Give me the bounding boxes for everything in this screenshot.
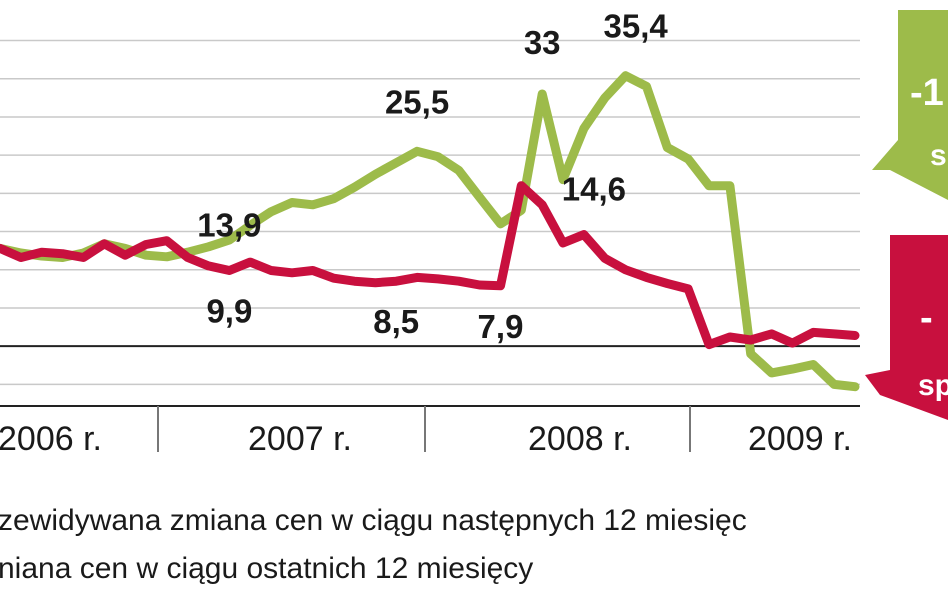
legend: zewidywana zmiana cen w ciągu następnych… bbox=[0, 504, 747, 585]
data-label: 25,5 bbox=[385, 83, 449, 120]
legend-red-label: niana cen w ciągu ostatnich 12 miesięcy bbox=[0, 552, 533, 585]
series-line-past bbox=[0, 181, 860, 350]
data-label: 35,4 bbox=[603, 8, 668, 45]
data-label: 33 bbox=[524, 24, 561, 61]
x-tick-label: 2008 r. bbox=[528, 420, 632, 458]
badge-expected bbox=[872, 10, 948, 200]
data-labels: 13,9 9,9 8,5 25,5 7,9 33 14,6 35,4 bbox=[197, 8, 668, 345]
series-layer bbox=[0, 71, 860, 392]
series-line-expected bbox=[0, 71, 860, 392]
x-tick-labels: 2006 r. 2007 r. 2008 r. 2009 r. bbox=[0, 420, 852, 458]
x-tick-label: 2007 r. bbox=[248, 420, 352, 458]
data-label: 9,9 bbox=[206, 293, 252, 330]
x-tick-label: 2009 r. bbox=[748, 420, 852, 458]
badge-value: - bbox=[920, 297, 933, 339]
badges: -1 s - sp bbox=[865, 10, 948, 420]
data-label: 7,9 bbox=[478, 308, 524, 345]
x-tick-label: 2006 r. bbox=[0, 420, 102, 458]
data-label: 13,9 bbox=[197, 207, 261, 244]
data-label: 8,5 bbox=[373, 303, 419, 340]
legend-green-label: zewidywana zmiana cen w ciągu następnych… bbox=[0, 504, 747, 537]
data-label: 14,6 bbox=[562, 171, 626, 208]
badge-subtext: sp bbox=[918, 369, 948, 402]
badge-value: -1 bbox=[910, 72, 944, 114]
badge-subtext: s bbox=[930, 139, 947, 172]
year-dividers bbox=[157, 406, 691, 452]
badge-past bbox=[865, 235, 948, 420]
